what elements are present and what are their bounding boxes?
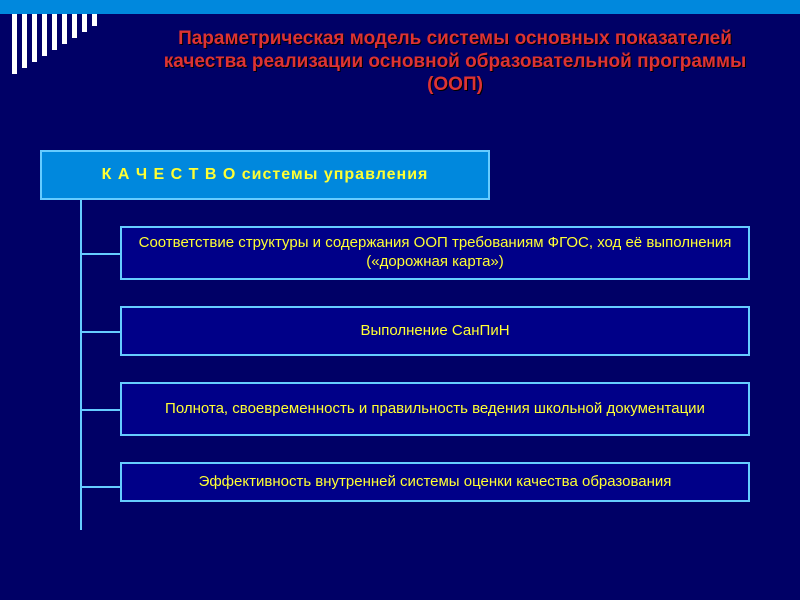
slide-title: Параметрическая модель системы основных … bbox=[155, 28, 755, 96]
child-node-label: Полнота, своевременность и правильность … bbox=[165, 400, 705, 419]
root-node-label: К А Ч Е С Т В О системы управления bbox=[102, 166, 429, 184]
top-accent-bar bbox=[0, 0, 800, 14]
child-node-label: Соответствие структуры и содержания ООП … bbox=[134, 234, 736, 272]
child-node: Соответствие структуры и содержания ООП … bbox=[120, 226, 750, 280]
child-node: Полнота, своевременность и правильность … bbox=[120, 382, 750, 436]
slide-title-wrap: Параметрическая модель системы основных … bbox=[155, 28, 755, 96]
decorative-stripes bbox=[12, 14, 97, 74]
hierarchy-diagram: К А Ч Е С Т В О системы управления Соотв… bbox=[40, 150, 760, 502]
root-node: К А Ч Е С Т В О системы управления bbox=[40, 150, 490, 200]
child-node-label: Эффективность внутренней системы оценки … bbox=[199, 473, 672, 492]
child-node-label: Выполнение СанПиН bbox=[360, 322, 509, 341]
child-node: Выполнение СанПиН bbox=[120, 306, 750, 356]
child-node: Эффективность внутренней системы оценки … bbox=[120, 462, 750, 502]
